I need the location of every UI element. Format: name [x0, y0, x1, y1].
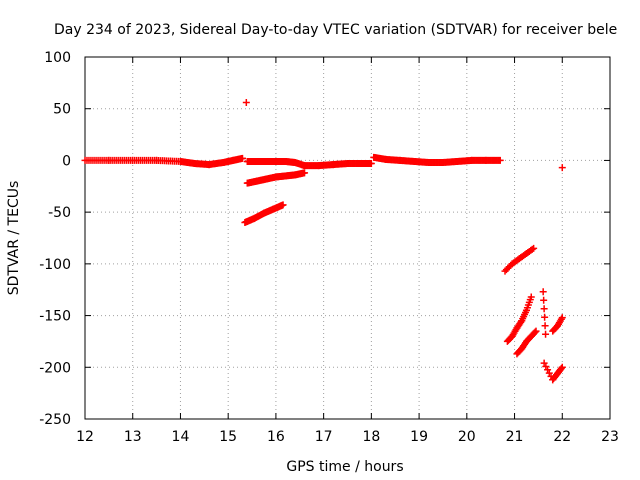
y-tick-label: -250	[39, 412, 71, 428]
chart-title: Day 234 of 2023, Sidereal Day-to-day VTE…	[54, 22, 617, 38]
y-tick-label: 50	[53, 102, 71, 118]
data-point	[528, 245, 536, 253]
x-tick-label: 14	[172, 429, 190, 445]
data-point	[301, 169, 309, 177]
data-point	[517, 318, 525, 326]
x-tick-label: 18	[362, 429, 380, 445]
plot-frame	[84, 56, 611, 420]
x-tick-label: 20	[458, 429, 476, 445]
axes	[84, 56, 611, 420]
data-point	[557, 365, 565, 373]
y-tick-label: -50	[48, 205, 71, 221]
y-tick-label: 0	[62, 153, 71, 169]
x-tick-label: 22	[553, 429, 571, 445]
x-tick-label: 12	[76, 429, 94, 445]
x-tick-label: 15	[219, 429, 237, 445]
y-tick-label: -100	[39, 257, 71, 273]
data-point	[541, 313, 549, 321]
x-tick-label: 23	[601, 429, 619, 445]
x-tick-label: 21	[506, 429, 524, 445]
data-point	[239, 154, 246, 162]
data-point	[541, 322, 549, 330]
data-point	[532, 327, 540, 335]
x-tick-label: 19	[410, 429, 428, 445]
x-axis-label: GPS time / hours	[286, 459, 403, 475]
data-point	[367, 160, 375, 168]
data-point	[542, 330, 550, 338]
data-point	[558, 314, 566, 322]
data-point	[531, 328, 539, 336]
grid	[85, 57, 610, 419]
data-points	[81, 99, 566, 384]
data-point	[558, 164, 566, 172]
data-point	[496, 156, 504, 164]
data-point	[242, 99, 250, 107]
tick-labels: 12 13 14 15 16 17 18 19 20 21 22 23 100 50 0 -50 -100 -15…	[39, 50, 619, 445]
x-tick-label: 13	[124, 429, 142, 445]
y-tick-label: -200	[39, 360, 71, 376]
y-axis-label: SDTVAR / TECUs	[6, 181, 22, 296]
data-point	[558, 363, 566, 371]
x-tick-label: 17	[315, 429, 333, 445]
data-point	[539, 288, 547, 296]
data-point	[279, 201, 287, 209]
data-point	[527, 293, 535, 301]
data-point	[540, 296, 548, 304]
y-tick-label: 100	[44, 50, 71, 66]
y-tick-label: -150	[39, 309, 71, 325]
data-point	[530, 244, 538, 252]
data-point	[540, 305, 548, 313]
x-tick-label: 16	[267, 429, 285, 445]
